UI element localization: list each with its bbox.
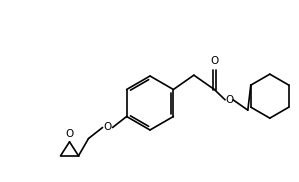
Text: O: O bbox=[225, 95, 233, 105]
Text: O: O bbox=[65, 129, 74, 139]
Text: O: O bbox=[103, 122, 112, 132]
Text: O: O bbox=[210, 56, 219, 66]
